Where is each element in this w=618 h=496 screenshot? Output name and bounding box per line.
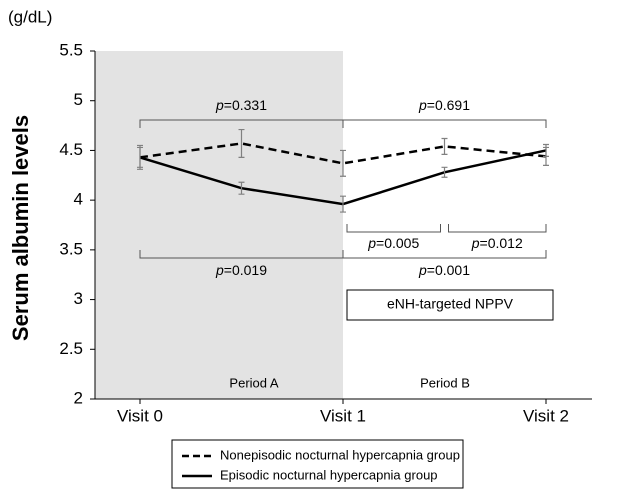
p-value: p=0.012 [471, 235, 523, 251]
y-axis-label: Serum albumin levels [8, 115, 33, 341]
y-tick-label: 4 [74, 190, 83, 209]
bracket [346, 224, 441, 233]
p-value: p=0.331 [215, 97, 267, 113]
legend [171, 439, 464, 489]
bracket [342, 250, 547, 259]
note-box [346, 289, 554, 321]
error-bar [340, 195, 346, 213]
error-bar [137, 146, 143, 168]
error-bar [441, 166, 448, 178]
series-line [139, 142, 547, 165]
error-bar [238, 128, 245, 158]
y-tick-label: 2.5 [59, 339, 83, 358]
bracket [448, 224, 547, 233]
y-tick-label: 4.5 [59, 140, 83, 159]
legend-label: Nonepisodic nocturnal hypercapnia group [220, 447, 460, 462]
p-value: p=0.691 [418, 97, 470, 113]
y-tick-label: 3 [74, 289, 83, 308]
error-bar [238, 181, 245, 195]
error-bar [441, 137, 448, 156]
y-tick-label: 3.5 [59, 239, 83, 258]
p-value: p=0.019 [215, 262, 267, 278]
p-value: p=0.005 [367, 235, 419, 251]
period-label: Period B [420, 375, 470, 390]
x-tick-label: Visit 0 [117, 406, 163, 425]
period-label: Period A [229, 375, 278, 390]
note: eNH-targeted NPPV [387, 296, 514, 312]
x-tick-label: Visit 1 [320, 406, 366, 425]
y-tick-label: 5 [74, 90, 83, 109]
legend-label: Episodic nocturnal hypercapnia group [220, 467, 438, 482]
y-tick-label: 2 [74, 388, 83, 407]
y-unit: (g/dL) [8, 7, 52, 26]
error-bar [340, 149, 346, 177]
error-bar [543, 143, 549, 157]
p-value: p=0.001 [418, 262, 470, 278]
y-tick-label: 5.5 [59, 40, 83, 59]
bracket [342, 119, 547, 128]
x-tick-label: Visit 2 [523, 406, 569, 425]
period-a-shade [95, 51, 343, 399]
